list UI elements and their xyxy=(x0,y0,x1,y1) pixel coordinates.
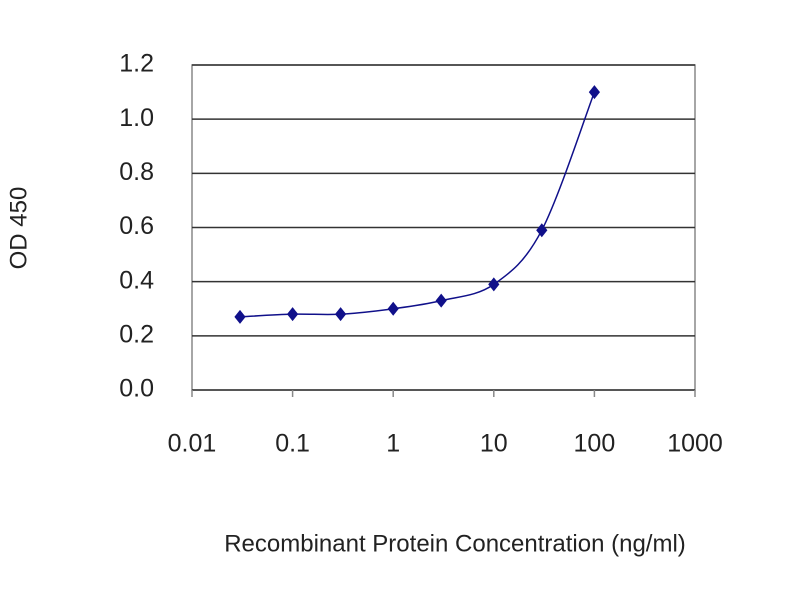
y-axis-label: OD 450 xyxy=(5,187,32,270)
data-point xyxy=(536,223,548,238)
data-point xyxy=(234,309,246,324)
series-line xyxy=(239,91,596,318)
y-tick-label: 1.0 xyxy=(119,104,154,132)
x-tick-label: 0.1 xyxy=(275,430,310,458)
y-tick-label: 0.0 xyxy=(119,375,154,403)
data-point xyxy=(387,301,399,316)
data-point xyxy=(435,293,447,308)
data-point xyxy=(334,307,347,322)
data-point xyxy=(287,307,299,322)
x-tick-label: 1 xyxy=(386,430,400,458)
x-axis-label: Recombinant Protein Concentration (ng/ml… xyxy=(224,530,686,557)
x-tick-label: 1000 xyxy=(667,430,723,458)
y-tick-label: 0.4 xyxy=(119,266,154,294)
y-tick-label: 0.6 xyxy=(119,212,154,240)
x-tick-label: 0.01 xyxy=(168,430,217,458)
data-point xyxy=(488,277,500,292)
x-tick-label: 100 xyxy=(574,430,616,458)
data-point xyxy=(588,85,600,100)
y-tick-label: 1.2 xyxy=(119,50,154,78)
y-tick-label: 0.8 xyxy=(119,158,154,186)
y-tick-label: 0.2 xyxy=(119,320,154,348)
x-tick-label: 10 xyxy=(480,430,508,458)
